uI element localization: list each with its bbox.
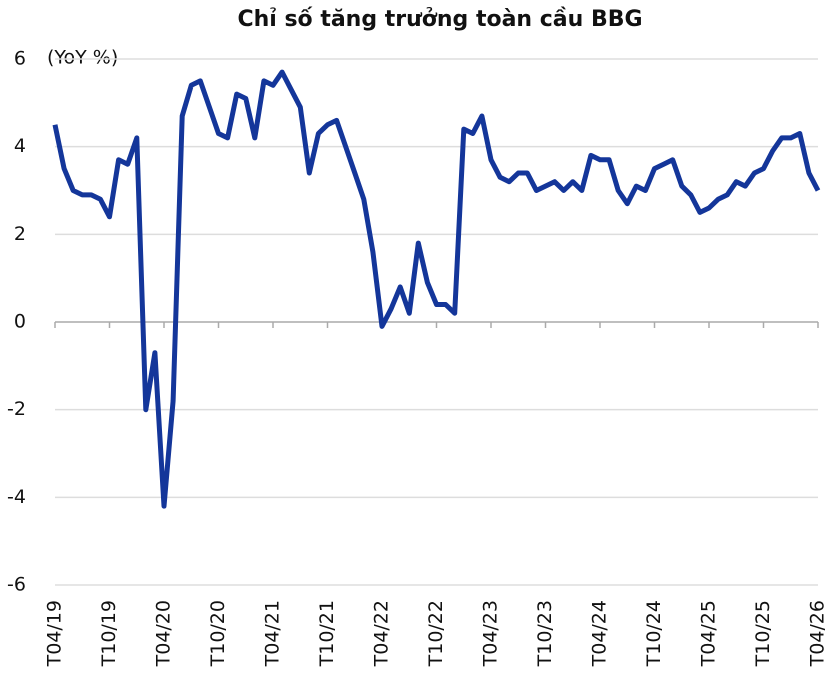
- x-tick-label: T04/23: [480, 600, 502, 667]
- x-tick-label: T10/25: [752, 600, 774, 667]
- x-tick-label: T04/26: [807, 600, 825, 667]
- x-tick-label: T04/20: [153, 600, 175, 667]
- x-tick-label: T10/22: [425, 600, 447, 667]
- x-tick-label: T04/22: [371, 600, 393, 667]
- x-tick-label: T04/19: [44, 600, 66, 667]
- y-tick-label: 4: [14, 135, 26, 157]
- chart-title: Chỉ số tăng trưởng toàn cầu BBG: [237, 7, 642, 32]
- y-tick-label: -4: [7, 486, 26, 508]
- y-tick-label: 6: [14, 48, 26, 70]
- x-tick-label: T10/19: [98, 600, 120, 667]
- y-tick-label: 0: [14, 311, 26, 333]
- y-tick-label: -2: [7, 398, 26, 420]
- x-tick-label: T10/20: [207, 600, 229, 667]
- line-series: [55, 72, 818, 506]
- y-tick-label: 2: [14, 223, 26, 245]
- y-tick-label: -6: [7, 574, 26, 596]
- x-tick-label: T04/21: [262, 600, 284, 667]
- x-tick-label: T10/23: [534, 600, 556, 667]
- x-tick-label: T04/24: [589, 600, 611, 667]
- x-tick-label: T10/21: [316, 600, 338, 667]
- x-tick-label: T04/25: [698, 600, 720, 667]
- x-tick-label: T10/24: [643, 600, 665, 667]
- y-axis-label: (YoY %): [47, 47, 118, 69]
